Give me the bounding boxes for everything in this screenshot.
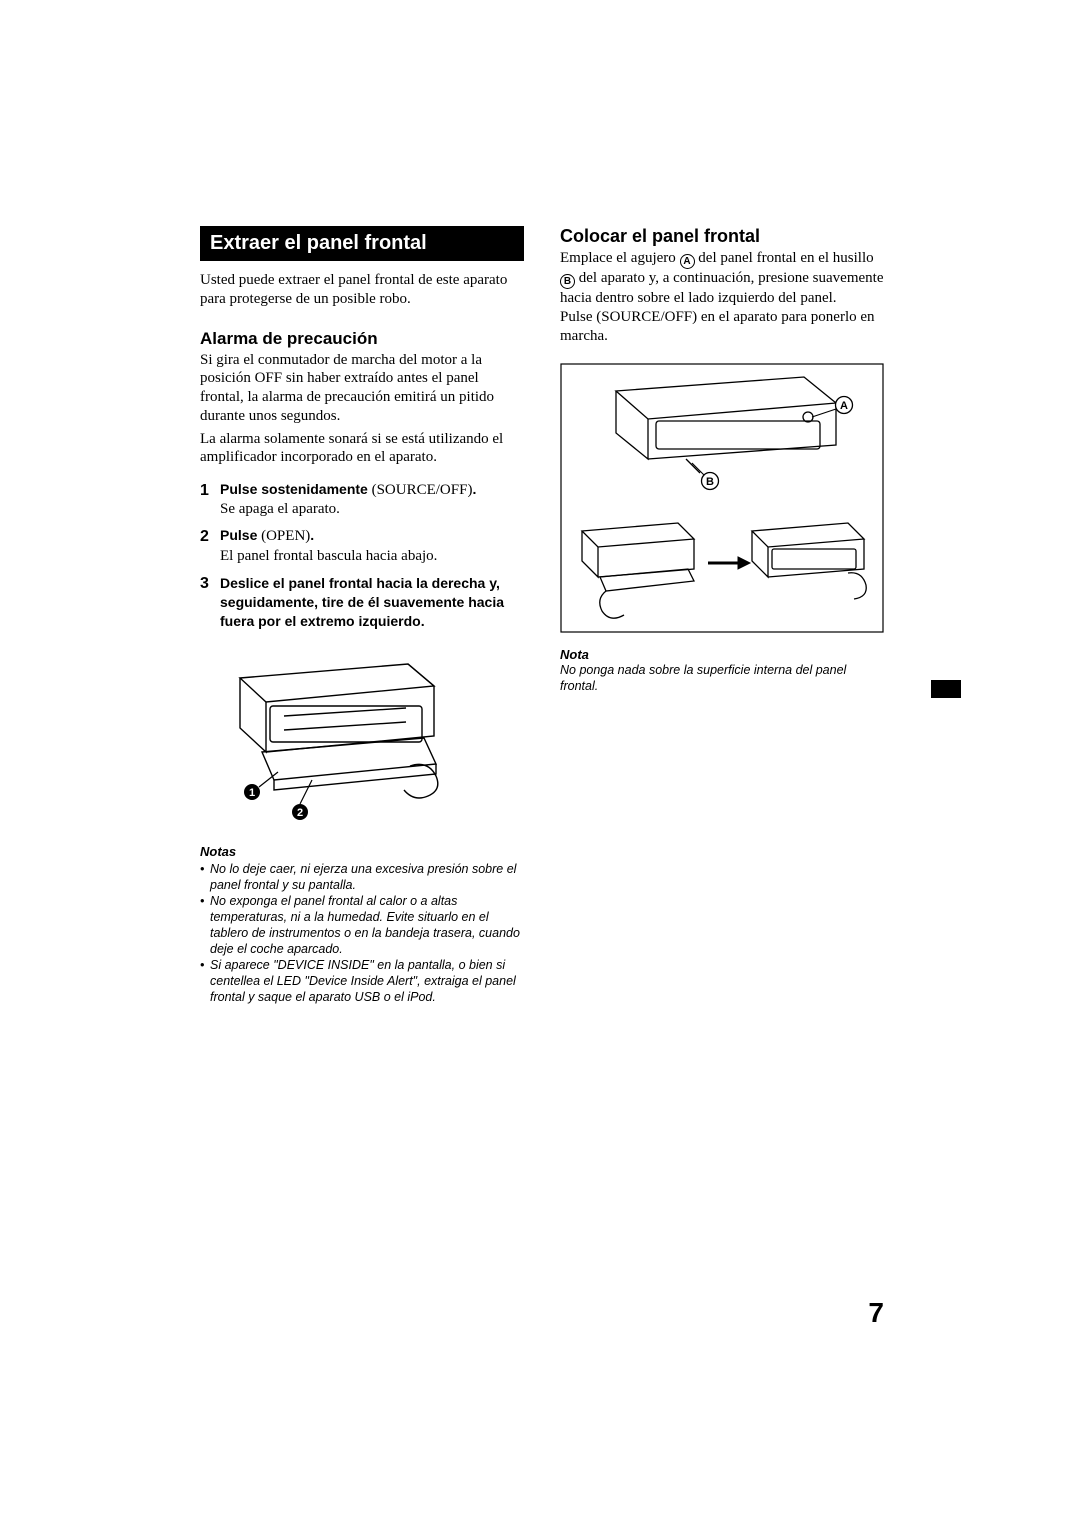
- step2-button: (OPEN): [261, 528, 310, 544]
- attach-p1b: del panel frontal en el husillo: [695, 250, 874, 266]
- step-number: 3: [200, 574, 220, 631]
- alarm-body: Si gira el conmutador de marcha del moto…: [200, 351, 524, 468]
- step1-dot: .: [472, 481, 476, 497]
- fig2-label-b: B: [706, 476, 714, 488]
- note-item: Si aparece "DEVICE INSIDE" en la pantall…: [200, 957, 524, 1005]
- attach-p1a: Emplace el agujero: [560, 250, 680, 266]
- figure-remove-panel: 1 2: [200, 656, 524, 826]
- step1-lead: Pulse sostenidamente: [220, 481, 368, 497]
- intro-text: Usted puede extraer el panel frontal de …: [200, 271, 524, 309]
- label-b-icon: B: [560, 274, 575, 289]
- edge-tab-marker: [931, 680, 961, 698]
- note-item: No lo deje caer, ni ejerza una excesiva …: [200, 861, 524, 893]
- figure-attach-panel: A B: [560, 363, 884, 633]
- step3-text: Deslice el panel frontal hacia la derech…: [220, 574, 524, 631]
- attach-p2a: Pulse: [560, 309, 596, 325]
- right-column: Colocar el panel frontal Emplace el aguj…: [560, 226, 884, 1005]
- note-text: No ponga nada sobre la superficie intern…: [560, 662, 884, 694]
- alarm-p2: La alarma solamente sonará si se está ut…: [200, 430, 524, 468]
- steps-list: 1 Pulse sostenidamente (SOURCE/OFF). Se …: [200, 481, 524, 630]
- step-number: 2: [200, 527, 220, 565]
- notes-heading: Notas: [200, 844, 524, 859]
- fig1-label-1: 1: [249, 787, 255, 799]
- step-2: 2 Pulse (OPEN). El panel frontal bascula…: [200, 527, 524, 565]
- step-3: 3 Deslice el panel frontal hacia la dere…: [200, 574, 524, 631]
- step1-button: (SOURCE/OFF): [372, 482, 473, 498]
- left-column: Extraer el panel frontal Usted puede ext…: [200, 226, 524, 1005]
- attach-p1c: del aparato y, a continuación, presione …: [560, 270, 884, 306]
- note-item: No exponga el panel frontal al calor o a…: [200, 893, 524, 957]
- fig2-label-a: A: [840, 400, 848, 412]
- section-title: Extraer el panel frontal: [200, 226, 524, 261]
- attach-heading: Colocar el panel frontal: [560, 226, 884, 247]
- fig1-label-2: 2: [297, 807, 303, 819]
- step-1: 1 Pulse sostenidamente (SOURCE/OFF). Se …: [200, 481, 524, 519]
- step2-line2: El panel frontal bascula hacia abajo.: [220, 548, 437, 564]
- label-a-icon: A: [680, 254, 695, 269]
- note-heading: Nota: [560, 647, 884, 662]
- step-number: 1: [200, 481, 220, 519]
- alarm-p1: Si gira el conmutador de marcha del moto…: [200, 351, 524, 426]
- step2-dot: .: [310, 527, 314, 543]
- step1-line2: Se apaga el aparato.: [220, 501, 340, 517]
- step2-lead: Pulse: [220, 527, 257, 543]
- page-number: 7: [868, 1297, 884, 1329]
- notes-list: No lo deje caer, ni ejerza una excesiva …: [200, 861, 524, 1005]
- alarm-heading: Alarma de precaución: [200, 329, 524, 349]
- attach-body: Emplace el agujero A del panel frontal e…: [560, 249, 884, 345]
- attach-p2-btn: (SOURCE/OFF): [596, 309, 697, 325]
